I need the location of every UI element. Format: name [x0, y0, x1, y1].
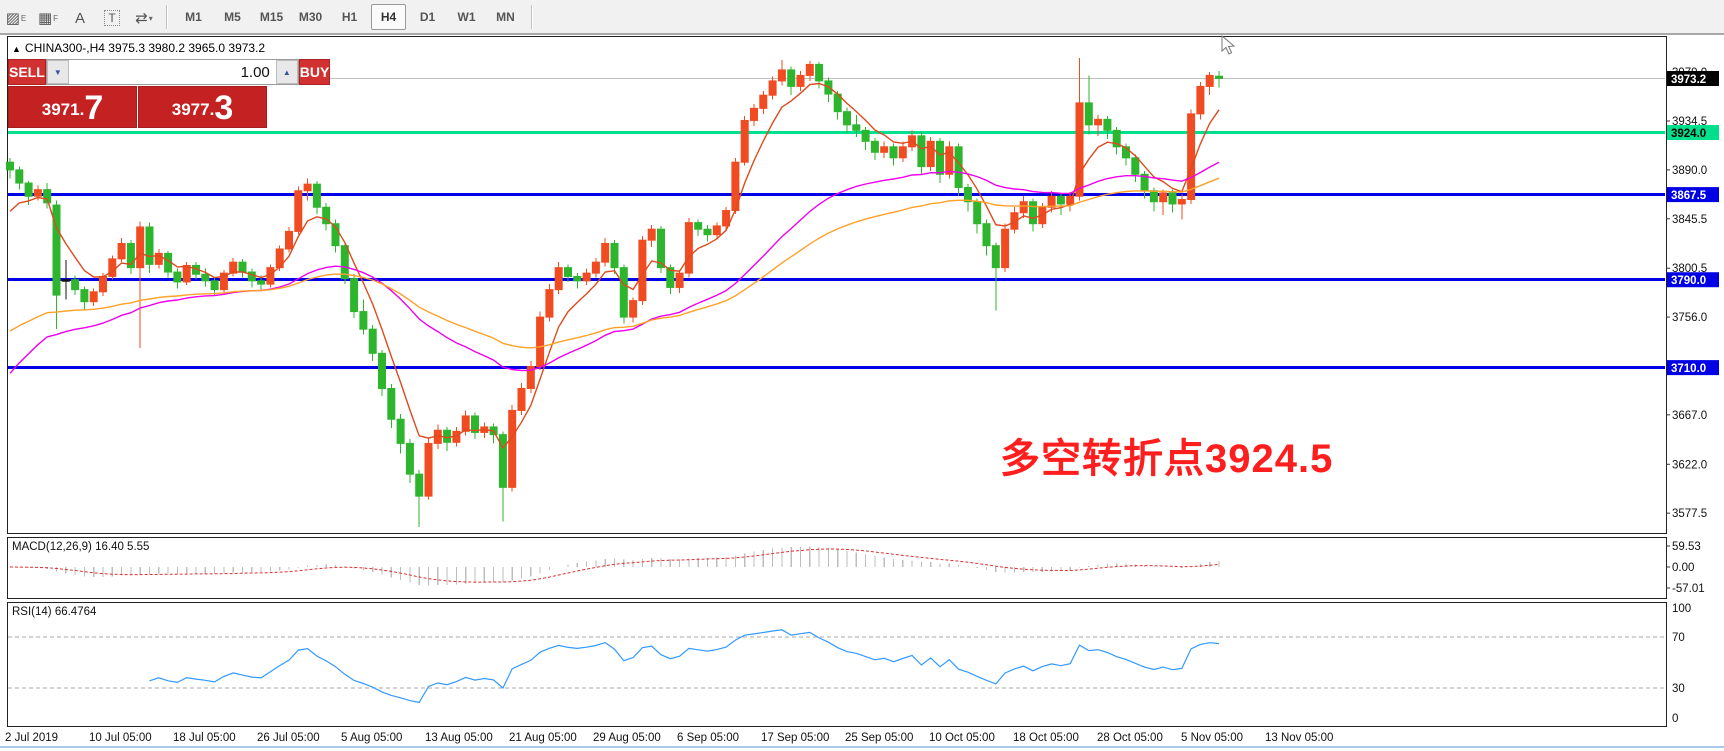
- timeframe-button-M30[interactable]: M30: [298, 9, 323, 24]
- time-tick-label: 5 Aug 05:00: [341, 732, 402, 744]
- toolbar: ▨ E ▦ F A T ⇄ ▾ M1 M5 M15 M30 H1 H4 D1 W1 MN: [0, 0, 1724, 35]
- price-badge-label: 3867.5: [1671, 190, 1707, 202]
- volume-stepper: ▼ ▲: [45, 59, 299, 85]
- time-tick-label: 2 Jul 2019: [5, 732, 58, 744]
- cycle-arrows-icon[interactable]: ⇄ ▾: [135, 9, 153, 27]
- sell-price-tile[interactable]: 3971. 7: [8, 86, 137, 128]
- buy-button[interactable]: BUY: [298, 59, 331, 85]
- price-axis: 3979.03934.53890.03845.53800.53756.03667…: [1666, 67, 1719, 725]
- toolbar-separator: [166, 4, 168, 29]
- rsi-axis-tick: 70: [1672, 632, 1685, 644]
- time-tick-label: 28 Oct 05:00: [1097, 732, 1163, 744]
- macd-axis-tick: 59.53: [1672, 541, 1701, 553]
- price-badge: [1667, 360, 1719, 376]
- mouse-cursor-icon: [1221, 34, 1236, 55]
- price-tick: 3667.0: [1672, 410, 1707, 422]
- buy-price-tile[interactable]: 3977. 3: [138, 86, 267, 128]
- symbol-ohlc-line: ▲ CHINA300-,H4 3975.3 3980.2 3965.0 3973.…: [12, 41, 265, 55]
- macd-label: MACD(12,26,9) 16.40 5.55: [12, 541, 149, 553]
- timeframe-button-M1[interactable]: M1: [185, 9, 202, 24]
- price-badge: [1667, 187, 1719, 203]
- time-tick-label: 18 Oct 05:00: [1013, 732, 1079, 744]
- collapse-caret-icon[interactable]: ▲: [12, 44, 21, 54]
- price-tick: 3845.5: [1672, 214, 1707, 226]
- rsi-label: RSI(14) 66.4764: [12, 606, 97, 618]
- macd-panel-frame: [7, 537, 1667, 599]
- timeframe-button-M5[interactable]: M5: [224, 9, 241, 24]
- price-badge: [1667, 125, 1719, 141]
- rsi-axis-tick: 100: [1672, 603, 1691, 615]
- price-tick: 3934.5: [1672, 116, 1707, 128]
- time-tick-label: 13 Aug 05:00: [425, 732, 493, 744]
- price-tick: 3622.0: [1672, 459, 1707, 471]
- price-tick: 3890.0: [1672, 165, 1707, 177]
- timeframe-button-H4[interactable]: H4: [371, 3, 406, 30]
- rsi-line: [149, 629, 1220, 704]
- time-tick-label: 25 Sep 05:00: [845, 732, 913, 744]
- price-badge-label: 3973.2: [1671, 74, 1706, 86]
- buy-price-big-digit: 3: [214, 89, 234, 127]
- candles-layer: [6, 57, 1223, 527]
- macd-signal-line: [9, 548, 1220, 583]
- timeframe-buttons: M1 M5 M15 M30 H1 H4 D1 W1 MN: [174, 3, 525, 30]
- one-click-trade-panel: SELL ▼ ▲ BUY 3971.7 3977.3: [8, 59, 331, 128]
- timeframe-button-D1[interactable]: D1: [419, 9, 436, 24]
- volume-decrease-button[interactable]: ▼: [46, 60, 69, 84]
- chart-style-icon[interactable]: ▨ E: [5, 9, 27, 27]
- text-box-icon[interactable]: T: [98, 5, 126, 29]
- time-tick-label: 13 Nov 05:00: [1265, 732, 1333, 744]
- chart-annotation-text: 多空转折点3924.5: [1000, 437, 1334, 481]
- price-badge-label: 3710.0: [1671, 363, 1706, 375]
- price-tick: 3577.5: [1672, 508, 1707, 520]
- timeframe-button-M15[interactable]: M15: [259, 9, 284, 24]
- timeframe-button-MN[interactable]: MN: [496, 9, 515, 24]
- sell-price-small: 3971.: [41, 100, 85, 119]
- timeframe-button-W1[interactable]: W1: [457, 9, 476, 24]
- toolbar-icons: ▨ E ▦ F A T ⇄ ▾: [0, 5, 160, 29]
- time-tick-label: 29 Aug 05:00: [593, 732, 661, 744]
- time-tick-label: 18 Jul 05:00: [173, 732, 236, 744]
- ma-line-ma_slow: [9, 177, 1220, 349]
- ma-line-ma_mid: [9, 161, 1220, 374]
- time-tick-label: 6 Sep 05:00: [677, 732, 739, 744]
- price-badge-label: 3924.0: [1671, 128, 1706, 140]
- volume-increase-button[interactable]: ▲: [275, 60, 298, 84]
- macd-axis-tick: -57.01: [1672, 583, 1705, 595]
- rsi-panel-frame: [7, 602, 1667, 727]
- sell-button[interactable]: SELL: [8, 59, 46, 85]
- toolbar-separator: [531, 4, 533, 29]
- time-tick-label: 26 Jul 05:00: [257, 732, 320, 744]
- macd-axis-tick: 0.00: [1672, 562, 1694, 574]
- time-tick-label: 5 Nov 05:00: [1181, 732, 1243, 744]
- time-tick-label: 17 Sep 05:00: [761, 732, 829, 744]
- price-badge-label: 3790.0: [1671, 275, 1706, 287]
- timeframe-button-H1[interactable]: H1: [341, 9, 358, 24]
- text-label-icon[interactable]: A: [74, 9, 85, 27]
- price-badge: [1667, 272, 1719, 288]
- time-tick-label: 10 Oct 05:00: [929, 732, 995, 744]
- price-tick: 3800.5: [1672, 263, 1707, 275]
- time-tick-label: 10 Jul 05:00: [89, 732, 152, 744]
- volume-input[interactable]: [68, 60, 276, 84]
- price-badge: [1667, 70, 1719, 86]
- buy-price-small: 3977.: [171, 100, 215, 119]
- status-strip-line: [0, 746, 1724, 748]
- symbol-ohlc-text: CHINA300-,H4 3975.3 3980.2 3965.0 3973.2: [24, 41, 266, 55]
- price-tick: 3756.0: [1672, 312, 1707, 324]
- sell-price-big-digit: 7: [84, 89, 104, 127]
- rsi-axis-tick: 30: [1672, 683, 1685, 695]
- rsi-axis-tick: 0: [1672, 713, 1678, 725]
- time-tick-label: 21 Aug 05:00: [509, 732, 577, 744]
- grid-icon[interactable]: ▦ F: [37, 9, 59, 27]
- time-axis[interactable]: 2 Jul 2019 10 Jul 05:00 18 Jul 05:00 26 Jul…: [5, 732, 1333, 744]
- ma-line-ma_fast: [9, 82, 1220, 450]
